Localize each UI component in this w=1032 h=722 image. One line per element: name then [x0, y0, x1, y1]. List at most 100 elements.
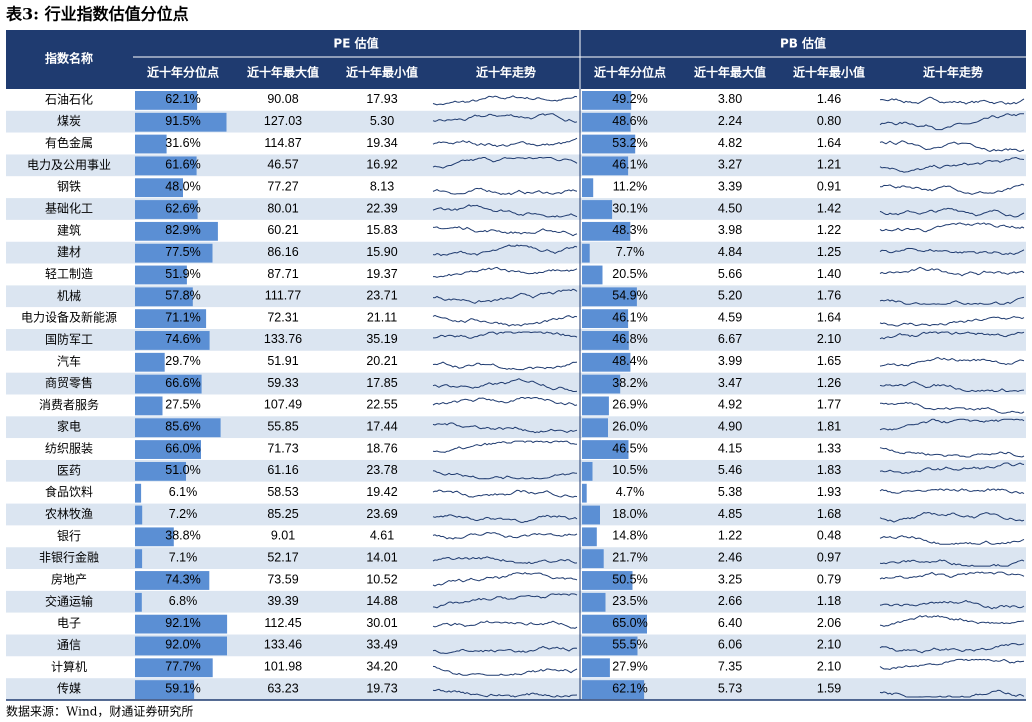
trend-line — [879, 156, 1025, 173]
max-value: 4.82 — [718, 136, 742, 150]
min-value: 30.01 — [366, 616, 397, 630]
pct-label: 48.0% — [165, 179, 200, 193]
trend-line — [432, 556, 578, 565]
trend-line — [432, 378, 578, 392]
trend-line — [433, 331, 578, 339]
row-bg — [6, 307, 1026, 330]
source-note: 数据来源：Wind，财通证券研究所 — [6, 704, 193, 719]
trend-line — [879, 571, 1025, 580]
trend-line — [432, 645, 578, 654]
trend-line — [880, 401, 1025, 414]
row-bg — [6, 263, 1026, 286]
max-value: 51.91 — [267, 354, 298, 368]
row-name: 家电 — [57, 419, 81, 434]
pct-label: 50.5% — [612, 572, 647, 586]
pct-bar — [582, 614, 647, 634]
row-bg — [6, 459, 1026, 482]
max-value: 5.20 — [718, 289, 742, 303]
min-value: 1.33 — [817, 441, 841, 455]
max-value: 55.85 — [267, 420, 298, 434]
min-value: 19.34 — [366, 136, 397, 150]
pct-label: 10.5% — [612, 463, 647, 477]
pct-label: 65.0% — [612, 616, 647, 630]
row-bg — [6, 547, 1026, 570]
min-value: 23.71 — [366, 289, 397, 303]
max-value: 85.25 — [267, 507, 298, 521]
pct-bar — [582, 505, 600, 525]
trend-line — [432, 204, 578, 218]
pct-bar — [582, 461, 593, 481]
row-name: 煤炭 — [57, 114, 81, 128]
trend-line — [879, 535, 1025, 545]
trend-line — [879, 615, 1024, 627]
table-title: 表3: 行业指数估值分位点 — [5, 5, 189, 24]
trend-line — [432, 531, 578, 540]
pct-label: 46.1% — [612, 158, 647, 172]
pct-label: 7.7% — [616, 245, 645, 259]
pct-bar — [135, 112, 227, 132]
row-name: 机械 — [57, 288, 81, 303]
pct-bar — [135, 418, 221, 438]
trend-line — [879, 381, 1025, 393]
pct-label: 46.5% — [612, 441, 647, 455]
pct-bar — [135, 440, 201, 459]
pct-label: 51.9% — [165, 267, 200, 281]
min-value: 17.93 — [366, 92, 397, 106]
pct-label: 46.1% — [612, 310, 647, 324]
max-value: 4.59 — [718, 310, 742, 324]
max-value: 2.46 — [718, 550, 742, 564]
min-value: 8.13 — [370, 179, 394, 193]
trend-line — [432, 593, 578, 609]
pct-bar — [135, 483, 142, 503]
pct-label: 92.1% — [165, 616, 200, 630]
max-value: 77.27 — [267, 179, 298, 193]
row-name: 纺织服装 — [45, 442, 93, 456]
max-value: 73.59 — [267, 572, 298, 586]
pct-label: 71.1% — [165, 310, 200, 324]
pct-bar — [582, 91, 632, 110]
pct-label: 49.2% — [612, 92, 647, 106]
header-min: 近十年最小值 — [793, 65, 865, 80]
min-value: 20.21 — [366, 354, 397, 368]
row-bg — [6, 656, 1026, 679]
max-value: 4.50 — [718, 201, 742, 215]
header-min: 近十年最小值 — [346, 65, 418, 80]
row-name: 传媒 — [57, 681, 81, 696]
max-value: 71.73 — [267, 441, 298, 455]
row-name: 食品饮料 — [45, 484, 93, 499]
trend-line — [879, 266, 1025, 277]
row-bg — [6, 89, 1026, 111]
pct-bar — [135, 614, 228, 634]
trend-line — [432, 470, 578, 480]
max-value: 61.16 — [267, 463, 298, 477]
max-value: 3.27 — [718, 158, 742, 172]
min-value: 1.64 — [817, 310, 841, 324]
row-name: 房地产 — [51, 571, 87, 586]
min-value: 1.64 — [817, 136, 841, 150]
pct-bar — [135, 374, 202, 394]
min-value: 23.69 — [366, 507, 397, 521]
pct-bar — [582, 265, 603, 285]
trend-line — [432, 113, 578, 123]
pct-label: 4.7% — [616, 485, 645, 499]
trend-line — [879, 462, 1025, 474]
min-value: 23.78 — [366, 463, 397, 477]
pct-label: 27.9% — [612, 660, 647, 674]
row-bg — [6, 329, 1026, 351]
pct-bar — [582, 178, 594, 198]
pct-bar — [582, 112, 631, 132]
row-name: 钢铁 — [57, 180, 81, 194]
pct-label: 26.9% — [612, 398, 647, 412]
max-value: 3.98 — [718, 223, 742, 237]
min-value: 4.61 — [370, 529, 394, 543]
trend-line — [879, 183, 1025, 195]
header-trend: 近十年走势 — [923, 65, 983, 80]
max-value: 3.99 — [718, 354, 742, 368]
row-name: 计算机 — [51, 659, 87, 674]
pct-bar — [582, 527, 597, 547]
pct-bar — [135, 658, 213, 678]
trend-line — [879, 642, 1025, 654]
pct-label: 48.3% — [612, 223, 647, 237]
trend-line — [879, 207, 1025, 218]
header-trend: 近十年走势 — [476, 65, 536, 80]
